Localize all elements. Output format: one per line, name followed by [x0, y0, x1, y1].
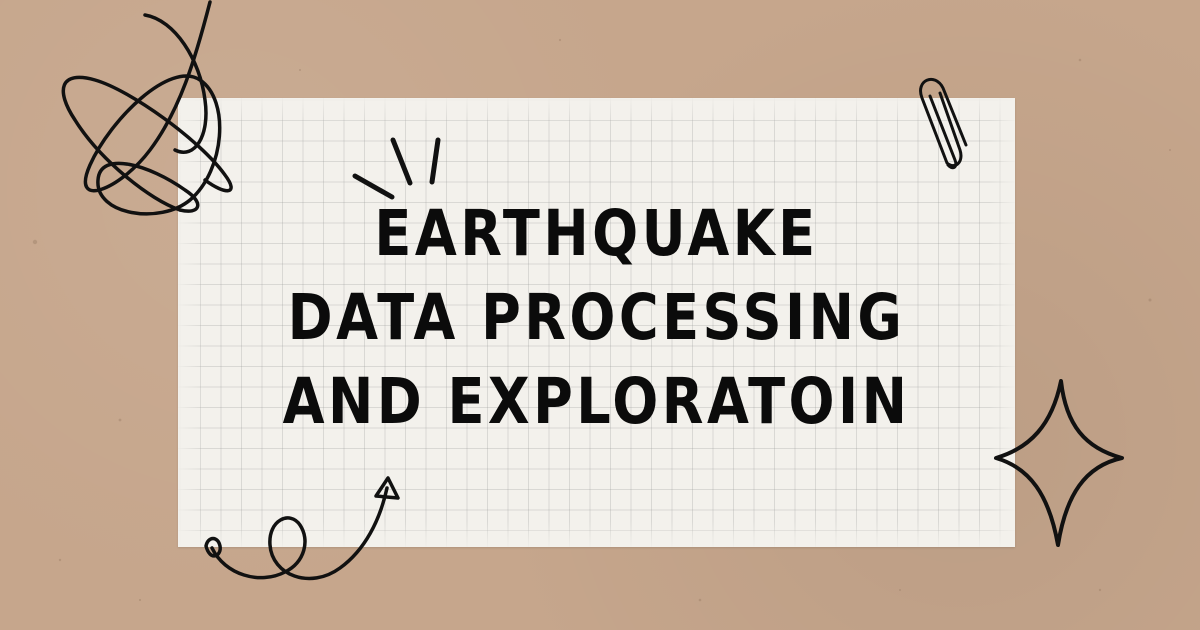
title-line-2: DATA PROCESSING — [287, 281, 906, 354]
title-line-3: AND EXPLORATOIN — [282, 365, 911, 438]
title-line-1: EARTHQUAKE — [374, 197, 819, 270]
grid-paper-card — [178, 98, 1015, 547]
page-title: EARTHQUAKE DATA PROCESSING AND EXPLORATO… — [237, 192, 957, 444]
grid-paper-margin — [178, 98, 1015, 547]
